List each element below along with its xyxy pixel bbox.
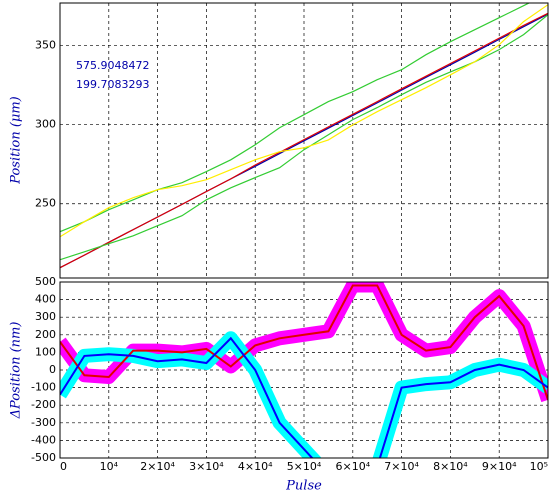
x-tick-label: 3×10⁴ xyxy=(189,460,224,473)
y-tick-label: 100 xyxy=(35,345,56,358)
frame xyxy=(59,2,549,279)
series-line xyxy=(60,12,548,269)
annotation: 575.9048472 xyxy=(76,59,149,72)
y-tick-label: -300 xyxy=(31,416,56,429)
x-tick-label: 2×10⁴ xyxy=(140,460,175,473)
x-tick-label: 10⁴ xyxy=(100,460,119,473)
x-tick-label: 6×10⁴ xyxy=(335,460,370,473)
y-tick-label: 200 xyxy=(35,328,56,341)
series-line xyxy=(60,14,548,261)
x-tick-label: 9×10⁴ xyxy=(482,460,517,473)
y-tick-label: -200 xyxy=(31,398,56,411)
series-line xyxy=(60,3,531,233)
plot-area xyxy=(60,3,548,278)
x-tick-label: 4×10⁴ xyxy=(238,460,273,473)
y-tick-label: 250 xyxy=(35,197,56,210)
series-line xyxy=(60,336,548,458)
y-tick-label: 300 xyxy=(35,118,56,131)
y-tick-label: 0 xyxy=(49,363,56,376)
y-tick-label: 400 xyxy=(35,293,56,306)
x-tick-label: 7×10⁴ xyxy=(384,460,419,473)
y-tick-label: -500 xyxy=(31,451,56,464)
y-tick-label: -100 xyxy=(31,381,56,394)
plot-area xyxy=(60,282,548,458)
x-tick-label: 8×10⁴ xyxy=(433,460,468,473)
annotation: 199.7083293 xyxy=(76,78,149,91)
x-tick-label: 5×10⁴ xyxy=(287,460,322,473)
frame xyxy=(59,281,549,459)
y-axis-label: ΔPosition (nm) xyxy=(9,322,24,420)
y-tick-label: 300 xyxy=(35,310,56,323)
x-axis-label: Pulse xyxy=(285,479,322,494)
y-tick-label: 350 xyxy=(35,39,56,52)
x-tick-label: 10⁵ xyxy=(530,460,548,473)
y-axis-label: Position (μm) xyxy=(9,96,24,185)
series-line xyxy=(60,284,548,401)
series-line xyxy=(60,4,548,238)
y-tick-label: 500 xyxy=(35,275,56,288)
y-tick-label: -400 xyxy=(31,433,56,446)
x-tick-label: 0 xyxy=(60,460,67,473)
